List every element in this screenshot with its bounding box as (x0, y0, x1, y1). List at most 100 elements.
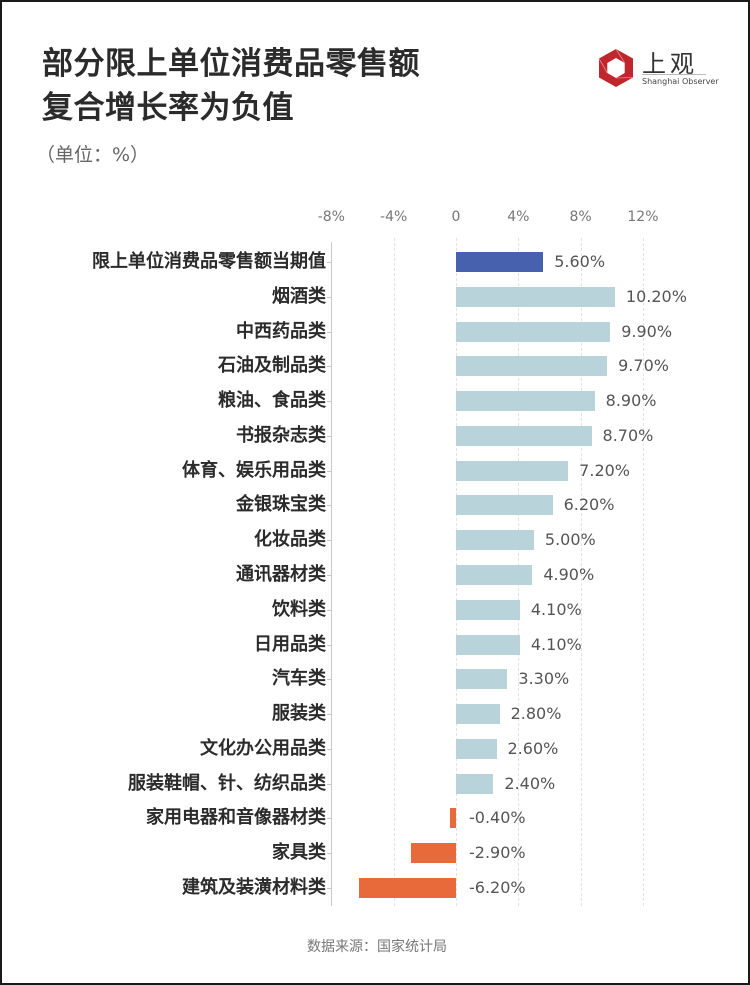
value-label: 4.90% (543, 565, 595, 585)
gridline (580, 238, 582, 906)
y-tick (327, 853, 331, 855)
value-label: 8.90% (605, 391, 657, 411)
value-label: -2.90% (469, 843, 526, 863)
bar-positive (456, 286, 615, 307)
value-label: -0.40% (469, 808, 526, 828)
gridline (393, 238, 395, 906)
hexagon-logo-icon (598, 48, 634, 87)
y-tick (327, 575, 331, 577)
y-tick (327, 331, 331, 333)
category-label: 服装类 (272, 703, 326, 725)
y-tick (327, 679, 331, 681)
category-label: 石油及制品类 (218, 355, 326, 377)
y-tick (327, 296, 331, 298)
value-label: 6.20% (563, 495, 615, 515)
x-tick-label: 12% (627, 209, 659, 225)
bar-row: 化妆品类 5.00% (2, 523, 750, 557)
value-label: 9.90% (621, 321, 673, 341)
bar-row: 汽车类 3.30% (2, 662, 750, 696)
bar-row: 建筑及装潢材料类 -6.20% (2, 871, 750, 905)
bar-positive (456, 634, 520, 655)
y-tick (327, 783, 331, 785)
bar-positive (456, 738, 497, 759)
title-line-1: 部分限上单位消费品零售额 (42, 46, 420, 82)
value-label: 3.30% (518, 669, 570, 689)
bar-negative (449, 808, 456, 829)
category-label: 书报杂志类 (236, 424, 326, 446)
x-tick-label: -4% (380, 209, 408, 225)
category-label: 家具类 (272, 842, 326, 864)
category-label: 建筑及装潢材料类 (182, 877, 326, 899)
bar-row: 限上单位消费品零售额当期值 5.60% (2, 245, 750, 279)
data-source: 数据来源：国家统计局 (307, 939, 447, 955)
title-line-2: 复合增长率为负值 (42, 90, 294, 126)
value-label: 5.00% (544, 530, 596, 550)
bar-highlight (456, 252, 544, 272)
chart-title: 部分限上单位消费品零售额 复合增长率为负值 (42, 42, 420, 130)
y-tick (327, 366, 331, 368)
x-tick-label: -8% (317, 209, 345, 225)
category-label: 体育、娱乐用品类 (182, 459, 326, 481)
y-tick (327, 540, 331, 542)
y-axis-line (331, 242, 332, 906)
value-label: 5.60% (554, 252, 606, 271)
bar-row: 烟酒类 10.20% (2, 280, 750, 314)
bar-positive (456, 425, 592, 446)
category-label: 汽车类 (272, 668, 326, 690)
bar-row: 体育、娱乐用品类 7.20% (2, 454, 750, 488)
logo-text-en: Shanghai Observer (642, 77, 719, 86)
bar-row: 通讯器材类 4.90% (2, 558, 750, 592)
value-label: 4.10% (530, 634, 582, 654)
bar-row: 日用品类 4.10% (2, 628, 750, 662)
y-tick (327, 470, 331, 472)
category-label: 中西药品类 (236, 320, 326, 342)
bar-positive (456, 495, 553, 516)
x-tick-label: 8% (569, 209, 592, 225)
y-tick (327, 609, 331, 611)
bar-positive (456, 530, 534, 551)
value-label: 9.70% (618, 356, 669, 376)
y-tick (327, 505, 331, 507)
y-tick (327, 644, 331, 646)
y-tick (327, 714, 331, 716)
value-label: 2.80% (510, 704, 562, 724)
bar-positive (456, 460, 569, 481)
bar-positive (456, 599, 520, 620)
category-label: 文化办公用品类 (200, 737, 326, 759)
bar-row: 石油及制品类 9.70% (2, 349, 750, 383)
shanghai-observer-logo: 上观 Shanghai Observer (596, 44, 719, 94)
category-label: 日用品类 (254, 633, 326, 655)
category-label: 化妆品类 (254, 529, 326, 551)
category-label: 金银珠宝类 (236, 494, 326, 516)
category-label: 粮油、食品类 (218, 390, 326, 412)
bar-row: 中西药品类 9.90% (2, 315, 750, 349)
value-label: 10.20% (625, 286, 687, 306)
bar-negative (359, 878, 456, 899)
logo-text-cn: 上观 (642, 50, 698, 78)
bar-row: 家具类 -2.90% (2, 836, 750, 870)
category-label: 通讯器材类 (236, 564, 326, 586)
bar-row: 家用电器和音像器材类 -0.40% (2, 801, 750, 835)
value-label: 7.20% (579, 460, 630, 480)
bar-positive (456, 704, 500, 725)
value-label: -6.20% (469, 878, 526, 898)
category-label: 服装鞋帽、针、纺织品类 (128, 772, 326, 794)
category-label: 限上单位消费品零售额当期值 (92, 251, 326, 272)
value-label: 2.60% (507, 738, 559, 758)
bar-positive (456, 669, 508, 690)
category-label: 家用电器和音像器材类 (146, 807, 326, 829)
unit-label: （单位：%） (36, 144, 150, 166)
bar-row: 服装鞋帽、针、纺织品类 2.40% (2, 767, 750, 801)
y-tick (327, 401, 331, 403)
x-tick-label: 4% (507, 209, 530, 225)
bar-positive (456, 391, 595, 412)
bar-positive (456, 321, 611, 342)
x-tick-label: 0 (451, 209, 461, 225)
category-label: 烟酒类 (272, 285, 326, 307)
gridline (642, 238, 644, 906)
y-tick (327, 748, 331, 750)
bar-row: 饮料类 4.10% (2, 593, 750, 627)
category-label: 饮料类 (272, 598, 326, 620)
y-tick (327, 435, 331, 437)
